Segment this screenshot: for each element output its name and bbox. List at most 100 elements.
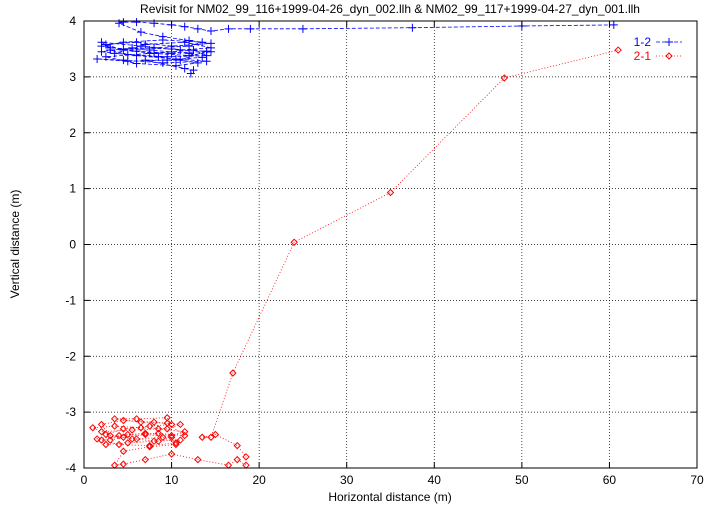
data-point — [198, 38, 207, 47]
ticks — [83, 20, 698, 469]
data-point — [500, 74, 509, 82]
y-tick-label: -4 — [65, 461, 76, 475]
series-line — [92, 49, 619, 466]
data-point — [101, 40, 110, 49]
data-point — [141, 429, 150, 438]
data-point — [167, 433, 176, 441]
y-axis-label: Vertical distance (m) — [8, 190, 22, 299]
data-point — [167, 431, 176, 440]
data-point — [171, 61, 180, 70]
data-point — [180, 431, 189, 440]
data-point — [145, 422, 154, 430]
data-point — [132, 38, 141, 47]
data-point — [167, 49, 176, 58]
x-tick-label: 70 — [690, 473, 704, 487]
data-point — [119, 38, 128, 47]
data-point — [233, 441, 241, 450]
data-point — [167, 420, 176, 429]
data-point — [386, 188, 395, 197]
data-point — [194, 455, 202, 464]
data-point — [145, 49, 154, 58]
data-point — [154, 429, 163, 438]
y-tick-label: -3 — [65, 405, 76, 419]
data-point — [132, 415, 141, 423]
data-point — [163, 414, 171, 422]
x-tick-label: 30 — [340, 473, 354, 487]
data-point — [176, 420, 185, 429]
x-tick-label: 0 — [81, 473, 88, 487]
data-point — [224, 24, 233, 33]
data-point — [408, 23, 417, 32]
data-point — [141, 455, 150, 464]
data-point — [137, 418, 145, 426]
data-point — [154, 52, 163, 61]
data-point — [180, 22, 189, 31]
y-tick-label: -1 — [65, 293, 76, 307]
data-point — [137, 424, 145, 432]
data-point — [119, 416, 128, 425]
data-point — [172, 439, 180, 447]
data-point — [242, 453, 250, 461]
data-point — [609, 20, 618, 29]
series-2-1 — [89, 46, 622, 469]
data-point — [159, 433, 167, 441]
data-point — [154, 437, 163, 445]
data-point — [110, 415, 119, 423]
data-point — [119, 425, 128, 433]
data-point — [102, 440, 110, 449]
data-point — [136, 42, 145, 51]
x-tick-label: 20 — [252, 473, 266, 487]
data-point — [132, 18, 141, 27]
data-point — [141, 40, 150, 49]
data-point — [128, 43, 137, 52]
data-point — [119, 46, 128, 55]
data-point — [128, 426, 136, 434]
data-point — [119, 433, 128, 441]
data-point — [167, 450, 176, 458]
y-tick-label: 1 — [69, 182, 76, 196]
data-point — [124, 439, 132, 447]
y-tick-label: 2 — [69, 126, 76, 140]
data-point — [141, 56, 150, 65]
data-point — [93, 54, 102, 63]
legend-marker — [665, 38, 673, 46]
data-point — [290, 238, 298, 246]
x-axis-label: Horizontal distance (m) — [328, 490, 451, 504]
data-point — [128, 435, 136, 443]
data-point — [119, 447, 128, 455]
x-tick-label: 50 — [515, 473, 529, 487]
data-point — [97, 427, 106, 436]
data-point — [206, 43, 215, 52]
data-point — [136, 28, 145, 37]
data-point — [198, 53, 207, 62]
legend: 1-22-1 — [634, 35, 682, 63]
data-point — [123, 50, 132, 59]
data-point — [163, 425, 171, 433]
legend-label: 1-2 — [634, 35, 652, 49]
data-point — [115, 431, 123, 440]
data-point — [176, 56, 185, 65]
data-point — [150, 418, 158, 426]
data-point — [119, 460, 128, 468]
data-point — [97, 420, 106, 429]
data-point — [145, 441, 154, 450]
data-point — [233, 455, 241, 464]
data-point — [176, 436, 185, 444]
data-point — [202, 47, 211, 56]
data-point — [298, 24, 307, 33]
x-tick-label: 10 — [165, 473, 179, 487]
legend-label: 2-1 — [634, 49, 652, 63]
data-point — [207, 433, 215, 441]
x-tick-label: 40 — [428, 473, 442, 487]
data-point — [163, 52, 172, 61]
data-point — [141, 430, 150, 439]
data-point — [198, 433, 206, 441]
data-point — [150, 43, 159, 52]
y-tick-label: 3 — [69, 70, 76, 84]
data-point — [193, 24, 202, 33]
series-layer — [89, 18, 622, 469]
data-point — [186, 69, 195, 78]
data-point — [115, 440, 123, 449]
